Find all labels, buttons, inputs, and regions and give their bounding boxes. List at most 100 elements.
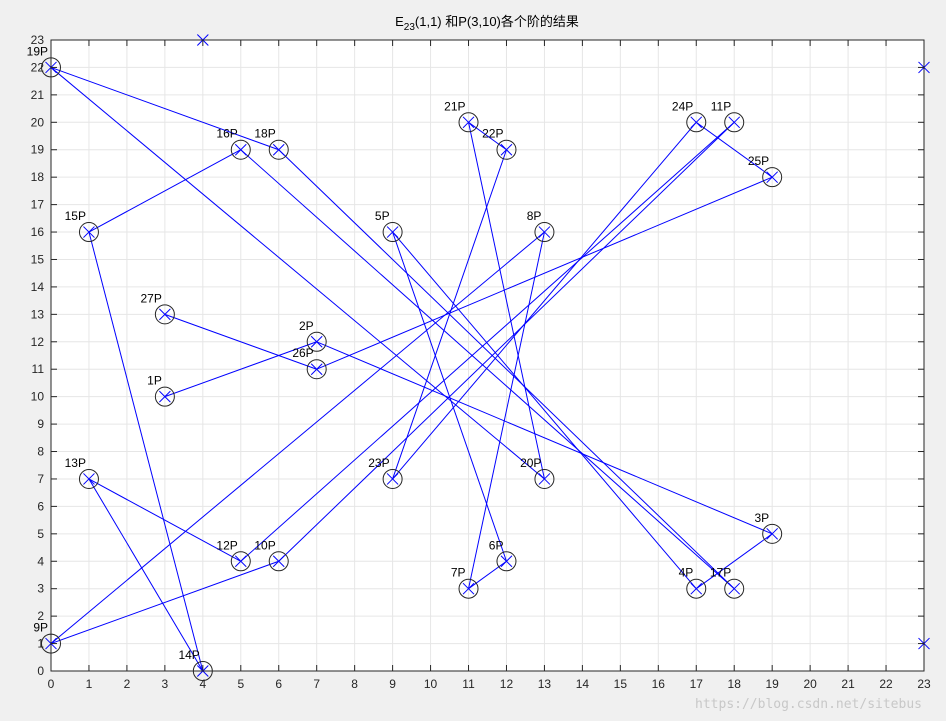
x-tick-label: 6 [275, 677, 282, 691]
curve-point-marker [690, 582, 703, 595]
multiple-circle [686, 578, 707, 599]
marker-stroke [234, 555, 247, 568]
x-tick-label: 13 [538, 677, 552, 691]
multiple-label: 19P [27, 44, 48, 58]
y-tick-label: 7 [37, 472, 44, 486]
multiple-label: 3P [754, 511, 769, 525]
x-tick-label: 11 [462, 677, 475, 691]
y-tick-label: 20 [31, 115, 45, 129]
multiple-label: 25P [748, 154, 769, 168]
multiple-label: 22P [482, 127, 503, 141]
multiple-label: 12P [216, 538, 237, 552]
multiple-label: 15P [65, 209, 86, 223]
marker-stroke [538, 473, 551, 485]
y-tick-label: 3 [37, 582, 44, 596]
curve-point-marker [766, 171, 779, 184]
x-tick-label: 0 [48, 677, 55, 691]
marker-stroke [462, 116, 475, 129]
curve-point-markers [45, 34, 930, 677]
multiple-circle [496, 551, 517, 572]
y-tick-label: 8 [37, 445, 44, 459]
x-tick-label: 1 [86, 677, 93, 691]
multiple-circle [762, 523, 783, 544]
y-tick-label: 23 [31, 33, 45, 47]
y-tick-label: 1 [37, 637, 44, 651]
multiple-circle [78, 468, 99, 489]
marker-stroke [83, 473, 95, 485]
multiple-segment [50, 66, 279, 151]
multiple-segment [316, 176, 773, 370]
marker-stroke [538, 226, 551, 238]
marker-stroke [462, 582, 475, 595]
multiple-label: 16P [216, 127, 237, 141]
multiple-circle [382, 222, 403, 243]
multiple-circle [154, 304, 175, 325]
marker-stroke [234, 143, 247, 156]
curve-point-marker [310, 363, 323, 376]
curve-point-marker [538, 226, 551, 238]
x-tick-label: 10 [424, 677, 438, 691]
multiple-segment [240, 121, 735, 562]
multiple-label: 21P [444, 99, 465, 113]
multiple-circle [382, 468, 403, 489]
plot-area [51, 40, 924, 671]
x-tick-label: 5 [237, 677, 244, 691]
x-tick-label: 20 [803, 677, 817, 691]
multiple-connection-lines [50, 66, 773, 672]
multiple-label: 23P [368, 456, 389, 470]
multiple-segment [468, 231, 545, 589]
multiple-segment [392, 231, 697, 590]
multiple-label: 13P [65, 456, 86, 470]
x-tick-label: 19 [765, 677, 779, 691]
y-tick-label: 6 [37, 499, 44, 513]
multiple-circle [534, 468, 555, 489]
x-tick-label: 21 [841, 677, 855, 691]
multiple-circle [534, 222, 555, 243]
curve-point-marker [728, 582, 741, 595]
marker-stroke [728, 116, 741, 129]
marker-stroke [500, 143, 513, 156]
y-tick-label: 19 [31, 143, 45, 157]
multiple-labels: 1P 2P 3P 4P 5P 6P 7P 8P 9P 10P 11P 12P 13P 14P 15P 16P 1… [27, 44, 770, 662]
curve-point-marker [538, 473, 551, 485]
x-tick-label: 12 [500, 677, 514, 691]
multiple-circle [230, 551, 251, 572]
chart-title: E23(1,1) 和P(3,10)各个阶的结果 [395, 14, 579, 33]
watermark-text: https://blog.csdn.net/sitebus [695, 697, 922, 712]
x-tick-label: 16 [652, 677, 666, 691]
multiple-circle [230, 139, 251, 160]
marker-stroke [159, 390, 171, 403]
multiple-circle [724, 112, 745, 133]
x-tick-label: 23 [917, 677, 931, 691]
multiple-label: 10P [254, 538, 275, 552]
y-tick-label: 13 [31, 307, 45, 321]
multiple-segment [695, 533, 773, 590]
multiple-segment [88, 478, 204, 672]
marker-stroke [766, 171, 779, 184]
y-tick-label: 22 [31, 60, 45, 74]
curve-point-marker [386, 473, 399, 485]
multiple-segment [278, 149, 735, 590]
marker-stroke [272, 143, 285, 156]
marker-stroke [766, 527, 779, 540]
x-tick-label: 4 [199, 677, 206, 691]
y-tick-label: 11 [32, 362, 45, 376]
marker-stroke [728, 582, 741, 595]
curve-point-marker [83, 473, 95, 485]
y-tick-label: 4 [37, 554, 44, 568]
multiple-circle [686, 112, 707, 133]
multiple-circle [724, 578, 745, 599]
multiple-segment [316, 341, 773, 535]
curve-point-marker [500, 555, 513, 568]
curve-point-marker [500, 143, 513, 156]
curve-point-marker [83, 226, 95, 238]
multiple-segment [240, 149, 735, 590]
multiple-label: 9P [33, 621, 48, 635]
y-tick-label: 14 [31, 280, 45, 294]
marker-stroke [83, 226, 95, 238]
x-tick-label: 15 [614, 677, 628, 691]
multiple-label: 20P [520, 456, 541, 470]
multiple-label: 17P [710, 566, 731, 580]
